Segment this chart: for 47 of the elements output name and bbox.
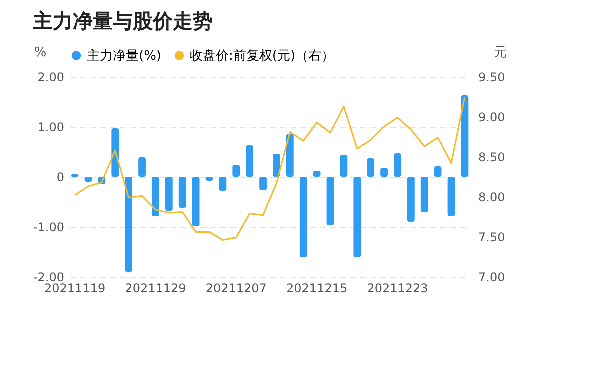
bar: [192, 177, 200, 226]
legend-label: 主力净量(%): [87, 48, 162, 64]
bar: [461, 96, 469, 177]
bar: [178, 177, 186, 208]
bar: [434, 166, 442, 177]
y2-tick-label: 9.00: [478, 110, 506, 124]
bar: [394, 154, 402, 177]
x-tick-label: 20211215: [286, 282, 348, 296]
y2-tick-label: 9.50: [478, 70, 506, 84]
line-series: [74, 96, 466, 241]
y-tick-label: 2.00: [38, 70, 64, 84]
bar: [219, 177, 227, 191]
x-tick-label: 20211129: [125, 282, 186, 296]
y-tick-label: 0: [56, 170, 64, 184]
bar: [273, 154, 280, 177]
x-tick-label: 20211119: [44, 282, 106, 296]
y2-tick-label: 8.00: [478, 190, 506, 204]
x-tick-label: 20211207: [206, 282, 267, 296]
bar: [112, 128, 120, 177]
bar: [246, 146, 254, 177]
bar: [152, 177, 160, 216]
y2-axis-title: 元: [494, 46, 507, 60]
bar: [125, 177, 133, 272]
bar: [138, 158, 146, 177]
bar: [354, 177, 362, 258]
bar: [380, 168, 388, 177]
bar: [340, 155, 348, 177]
bar: [232, 165, 240, 177]
y-tick-label: 1.00: [38, 120, 64, 134]
bar: [286, 134, 294, 177]
bar: [260, 177, 267, 190]
y-tick-label: -2.00: [33, 270, 64, 284]
bar: [300, 177, 308, 258]
y-axis-title: %: [34, 46, 47, 60]
y-tick-label: -1.00: [33, 220, 64, 234]
bar: [165, 177, 173, 211]
y2-tick-label: 8.50: [478, 150, 506, 164]
bar: [367, 158, 375, 177]
x-tick-label: 20211223: [367, 282, 428, 296]
y2-tick-label: 7.50: [478, 230, 506, 244]
bar: [326, 177, 334, 226]
chart-title: 主力净量与股价走势: [32, 9, 213, 33]
y2-tick-label: 7.00: [478, 270, 506, 284]
bar: [448, 177, 456, 216]
bar: [420, 177, 428, 212]
legend-label: 收盘价:前复权(元)（右）: [190, 48, 335, 64]
bar: [407, 177, 415, 222]
